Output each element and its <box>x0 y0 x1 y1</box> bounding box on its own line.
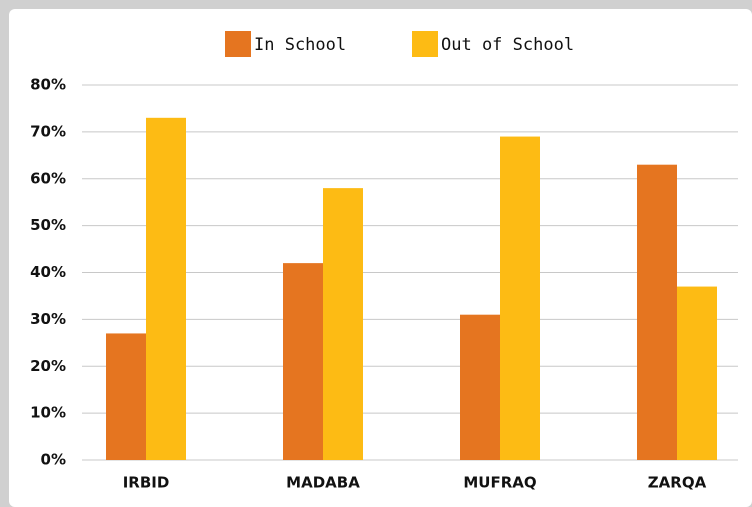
y-tick-label: 20% <box>30 357 66 375</box>
legend-swatch <box>225 31 251 57</box>
x-tick-label: MUFRAQ <box>463 474 536 492</box>
legend-swatch <box>412 31 438 57</box>
legend-label: In School <box>254 35 346 55</box>
bar <box>146 117 186 460</box>
bar <box>460 314 500 460</box>
y-tick-label: 50% <box>30 216 66 234</box>
bar <box>637 164 677 460</box>
legend-label: Out of School <box>441 35 574 55</box>
y-tick-label: 80% <box>30 76 66 94</box>
bar <box>283 263 323 460</box>
bar <box>323 188 363 460</box>
bar <box>106 333 146 460</box>
y-tick-label: 60% <box>30 169 66 187</box>
panel <box>9 9 752 507</box>
bar <box>500 136 540 460</box>
y-tick-label: 40% <box>30 263 66 281</box>
x-tick-label: MADABA <box>286 474 360 492</box>
y-tick-label: 30% <box>30 310 66 328</box>
x-tick-label: IRBID <box>123 474 170 492</box>
x-tick-label: ZARQA <box>648 474 707 492</box>
y-tick-label: 70% <box>30 122 66 140</box>
y-tick-label: 10% <box>30 404 66 422</box>
bar <box>677 286 717 460</box>
y-tick-label: 0% <box>41 451 66 469</box>
